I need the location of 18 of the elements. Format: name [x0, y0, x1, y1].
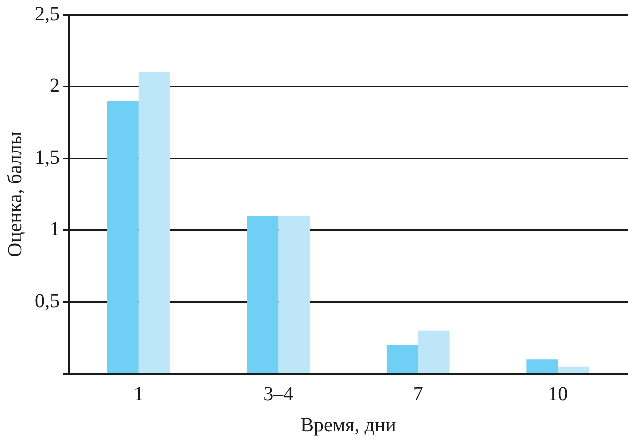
bar	[107, 101, 139, 374]
x-tick-label: 7	[413, 383, 424, 406]
y-tick-label: 2	[50, 75, 60, 98]
bar	[247, 216, 279, 374]
bar	[386, 345, 418, 374]
x-tick-label: 10	[548, 383, 568, 406]
x-tick-label: 3–4	[264, 383, 294, 406]
bar	[138, 72, 170, 374]
bar	[278, 216, 310, 374]
x-tick-label: 1	[134, 383, 144, 406]
x-axis-title: Время, дни	[300, 414, 397, 436]
y-axis-title: Оценка, баллы	[4, 132, 26, 258]
bar	[526, 360, 558, 374]
text: 2,5	[35, 3, 60, 26]
text: 1,5	[35, 146, 60, 169]
text: 0,5	[35, 290, 60, 312]
bar	[558, 366, 590, 374]
bar	[418, 330, 450, 374]
